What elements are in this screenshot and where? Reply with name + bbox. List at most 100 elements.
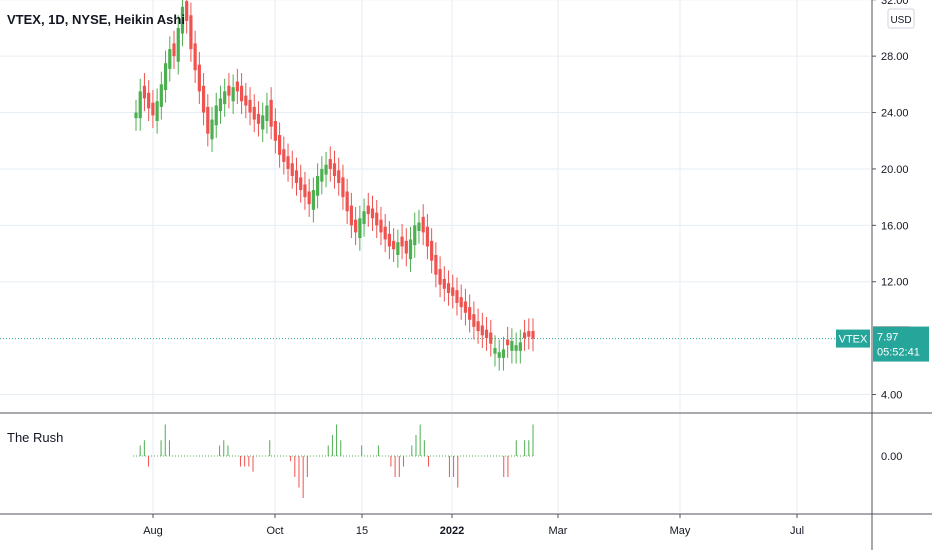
candle-body bbox=[442, 278, 446, 289]
candle-body bbox=[501, 349, 506, 358]
candle-body bbox=[463, 301, 468, 313]
candle-body bbox=[324, 164, 328, 175]
candle-body bbox=[438, 269, 442, 285]
candle-body bbox=[252, 106, 256, 120]
candle-body bbox=[434, 254, 438, 275]
y-tick-label: 20.00 bbox=[881, 164, 909, 176]
y-tick-label: 12.00 bbox=[881, 277, 909, 289]
currency-button[interactable] bbox=[887, 8, 915, 29]
candle-body bbox=[455, 290, 459, 303]
candle-body bbox=[408, 239, 413, 260]
last-price-label: 7.97 bbox=[877, 332, 898, 344]
candle-body bbox=[210, 119, 214, 140]
y-tick-label: 4.00 bbox=[881, 390, 902, 402]
candle-body bbox=[421, 216, 425, 233]
candle-body bbox=[282, 149, 286, 162]
candle-body bbox=[472, 314, 476, 327]
candle-body bbox=[299, 177, 303, 191]
candle-body bbox=[172, 43, 176, 57]
countdown-label: 05:52:41 bbox=[877, 347, 920, 359]
rush-histogram bbox=[139, 424, 534, 498]
candle-body bbox=[231, 87, 235, 102]
candle-body bbox=[370, 208, 375, 219]
candle-body bbox=[506, 339, 510, 346]
x-tick-label: 15 bbox=[356, 525, 368, 537]
candle-body bbox=[459, 297, 463, 308]
candle-body bbox=[375, 212, 379, 226]
candle-body bbox=[349, 205, 353, 226]
candle-body bbox=[294, 170, 299, 184]
candle-body bbox=[138, 91, 142, 119]
x-tick-label: Mar bbox=[549, 525, 568, 537]
candle-body bbox=[527, 331, 531, 337]
candle-body bbox=[239, 85, 244, 102]
candle-body bbox=[531, 331, 535, 339]
symbol-title: VTEX, 1D, NYSE, Heikin Ashi bbox=[7, 12, 185, 27]
candle-body bbox=[185, 1, 189, 21]
symbol-label: VTEX bbox=[839, 334, 868, 346]
candle-body bbox=[163, 63, 168, 90]
candle-body bbox=[286, 156, 290, 169]
candle-body bbox=[277, 135, 282, 155]
candle-body bbox=[332, 163, 337, 176]
candle-body bbox=[489, 332, 493, 344]
candle-body bbox=[522, 332, 527, 339]
candle-body bbox=[510, 340, 514, 351]
candle-body bbox=[430, 240, 434, 261]
candle-body bbox=[400, 236, 404, 247]
price-candles bbox=[134, 0, 535, 371]
last-price-label-box bbox=[873, 326, 929, 362]
candle-body bbox=[396, 242, 400, 255]
candle-body bbox=[379, 219, 383, 233]
candle-body bbox=[261, 115, 265, 130]
candle-body bbox=[235, 81, 239, 92]
candle-body bbox=[147, 92, 151, 109]
candle-body bbox=[134, 112, 138, 119]
candle-body bbox=[201, 85, 206, 113]
candle-body bbox=[366, 205, 370, 215]
indicator-title: The Rush bbox=[7, 430, 63, 445]
candle-body bbox=[265, 105, 269, 121]
grid-lines bbox=[0, 0, 870, 512]
candle-body bbox=[354, 219, 358, 233]
candle-body bbox=[269, 99, 273, 127]
symbol-label-box bbox=[836, 329, 870, 348]
candle-body bbox=[392, 240, 396, 250]
candle-body bbox=[362, 211, 366, 224]
candle-body bbox=[468, 307, 472, 320]
candle-body bbox=[493, 348, 497, 354]
candle-body bbox=[218, 98, 223, 112]
candle-body bbox=[514, 345, 518, 351]
y-tick-label: 24.00 bbox=[881, 108, 909, 120]
candle-body bbox=[223, 91, 227, 105]
candle-body bbox=[337, 170, 341, 184]
candle-body bbox=[413, 225, 417, 246]
candle-body bbox=[227, 85, 231, 96]
candle-body bbox=[484, 329, 489, 339]
candle-body bbox=[341, 177, 345, 198]
candle-body bbox=[189, 15, 193, 50]
candle-body bbox=[358, 218, 362, 239]
candle-body bbox=[316, 175, 320, 196]
candle-body bbox=[151, 102, 155, 116]
x-tick-label: 2022 bbox=[440, 525, 464, 537]
candle-body bbox=[176, 27, 180, 62]
candle-body bbox=[142, 85, 147, 99]
candle-body bbox=[256, 113, 261, 124]
x-tick-label: May bbox=[670, 525, 691, 537]
candle-body bbox=[197, 64, 201, 92]
x-tick-label: Jul bbox=[790, 525, 804, 537]
y-tick-label: 28.00 bbox=[881, 51, 909, 63]
candle-body bbox=[345, 191, 349, 212]
candle-body bbox=[303, 184, 307, 198]
candle-body bbox=[248, 99, 252, 113]
candle-body bbox=[290, 163, 294, 176]
candle-body bbox=[307, 191, 311, 205]
candle-body bbox=[159, 84, 163, 107]
candle-body bbox=[451, 287, 455, 296]
candle-body bbox=[193, 43, 197, 71]
